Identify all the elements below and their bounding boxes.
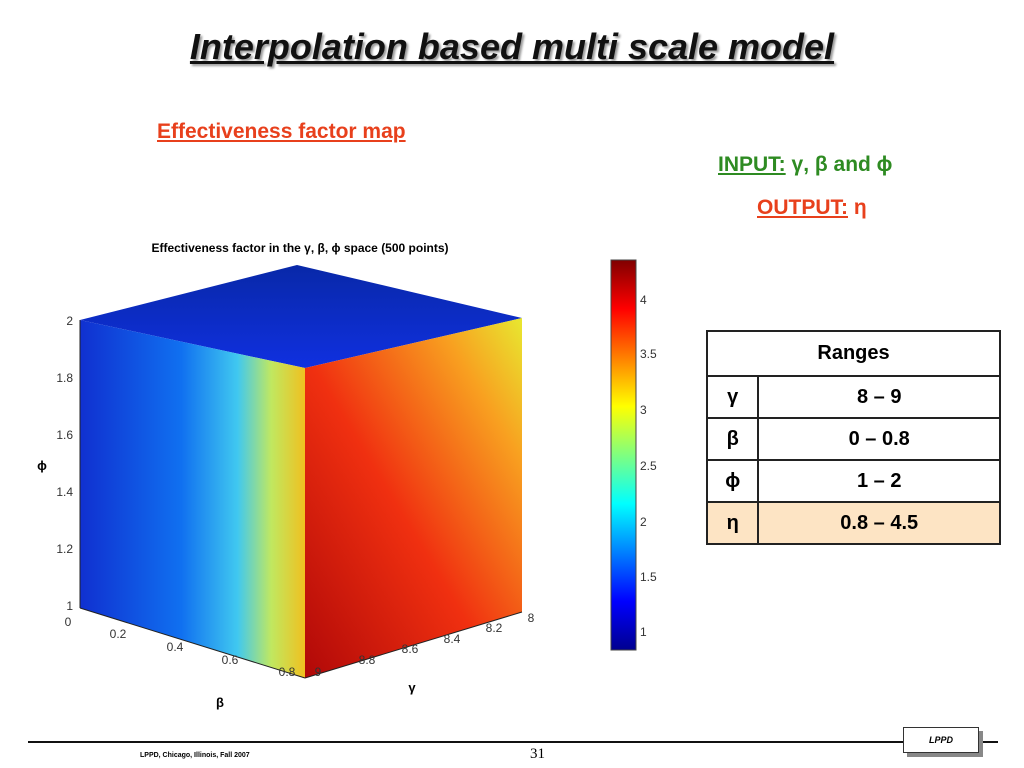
z-tick: 1.6: [56, 428, 73, 442]
footer-rule: [28, 741, 998, 743]
axes: [79, 320, 523, 679]
colorbar-tick: 4: [640, 293, 647, 307]
figure: Effectiveness factor in the γ, β, ϕ spac…: [37, 241, 657, 710]
colorbar: [610, 259, 637, 651]
cube-right: [305, 318, 522, 678]
colorbar-tick: 2.5: [640, 459, 657, 473]
cube-left: [80, 320, 305, 678]
colorbar-tick: 2: [640, 515, 647, 529]
x-tick: 0: [65, 615, 72, 629]
colorbar-tick: 1: [640, 625, 647, 639]
figure-title: Effectiveness factor in the γ, β, ϕ spac…: [151, 241, 448, 255]
y-tick: 8.2: [486, 621, 503, 635]
z-label: ϕ: [37, 458, 47, 473]
table-cell: 1 – 2: [757, 459, 1001, 503]
y-tick: 9: [315, 665, 322, 679]
x-ticks: 0 0.2 0.4 0.6 0.8: [65, 615, 296, 679]
z-tick: 1: [66, 599, 73, 613]
z-ticks: 1 1.2 1.4 1.6 1.8 2: [56, 314, 73, 613]
z-tick: 2: [66, 314, 73, 328]
table-cell: 0.8 – 4.5: [757, 501, 1001, 545]
footer-text: LPPD, Chicago, Illinois, Fall 2007: [140, 752, 250, 759]
y-label: γ: [408, 680, 416, 695]
z-tick: 1.2: [56, 542, 73, 556]
y-tick: 8.8: [359, 653, 376, 667]
table-header: Ranges: [706, 330, 1001, 377]
output-line: OUTPUT: η: [757, 196, 867, 220]
colorbar-tick: 1.5: [640, 570, 657, 584]
x-tick: 0.6: [222, 653, 239, 667]
slide-title: Interpolation based multi scale model: [189, 26, 835, 67]
colorbar-tick: 3.5: [640, 347, 657, 361]
input-text: γ, β and ϕ: [791, 153, 893, 176]
cube-top: [80, 265, 522, 368]
colorbar-ticks: 1 1.5 2 2.5 3 3.5 4: [640, 293, 657, 639]
input-line: INPUT: γ, β and ϕ: [718, 153, 892, 177]
colorbar-tick: 3: [640, 403, 647, 417]
x-tick: 0.8: [279, 665, 296, 679]
x-tick: 0.2: [110, 627, 127, 641]
x-tick: 0.4: [167, 640, 184, 654]
subtitle: Effectiveness factor map: [157, 120, 406, 143]
logo: LPPD: [903, 727, 979, 753]
page-number: 31: [530, 746, 545, 762]
output-text: η: [853, 196, 867, 219]
y-tick: 8.4: [444, 632, 461, 646]
z-tick: 1.8: [56, 371, 73, 385]
output-label: OUTPUT:: [757, 196, 848, 219]
x-label: β: [216, 695, 224, 710]
z-tick: 1.4: [56, 485, 73, 499]
y-tick: 8.6: [402, 642, 419, 656]
table-cell: η: [705, 501, 760, 545]
table-cell: 0 – 0.8: [757, 417, 1001, 461]
table-cell: ϕ: [705, 459, 760, 503]
y-tick: 8: [528, 611, 535, 625]
y-ticks: 9 8.8 8.6 8.4 8.2 8: [315, 611, 535, 679]
input-label: INPUT:: [718, 153, 786, 176]
table-cell: 8 – 9: [757, 375, 1001, 419]
table-cell: γ: [705, 375, 760, 419]
table-cell: β: [705, 417, 760, 461]
